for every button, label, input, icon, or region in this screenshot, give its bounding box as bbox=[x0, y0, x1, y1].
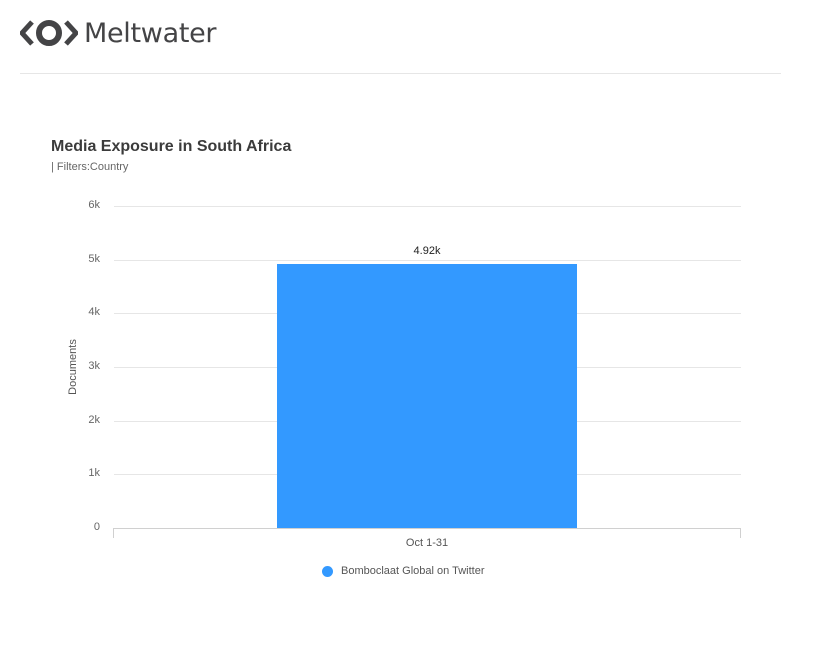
meltwater-eye-icon bbox=[20, 20, 78, 46]
legend-label: Bomboclaat Global on Twitter bbox=[341, 565, 485, 577]
x-axis-tick bbox=[113, 528, 114, 538]
meltwater-logo: Meltwater bbox=[20, 14, 217, 52]
y-tick-label: 3k bbox=[88, 360, 100, 372]
x-axis-line bbox=[113, 528, 741, 529]
chart-subtitle: | Filters:Country bbox=[51, 161, 129, 173]
header-divider bbox=[20, 73, 781, 74]
y-tick-label: 2k bbox=[88, 413, 100, 426]
y-tick-label: 4k bbox=[88, 306, 100, 319]
gridline bbox=[114, 206, 741, 207]
y-tick-label: 1k bbox=[88, 467, 100, 480]
y-tick-label: 0 bbox=[93, 521, 100, 533]
chart-title: Media Exposure in South Africa bbox=[51, 138, 292, 155]
y-tick-label: 5k bbox=[88, 252, 100, 265]
brand-name: Meltwater bbox=[84, 17, 217, 49]
bar-value-label: 4.92k bbox=[413, 244, 441, 257]
x-axis-category-label: Oct 1-31 bbox=[405, 537, 449, 549]
legend-item[interactable]: Bomboclaat Global on Twitter bbox=[322, 565, 484, 577]
gridline bbox=[114, 259, 741, 261]
bar[interactable] bbox=[277, 263, 577, 528]
legend-dot-icon bbox=[322, 565, 333, 577]
x-axis-tick bbox=[740, 528, 741, 538]
y-tick-label: 6k bbox=[88, 199, 100, 211]
